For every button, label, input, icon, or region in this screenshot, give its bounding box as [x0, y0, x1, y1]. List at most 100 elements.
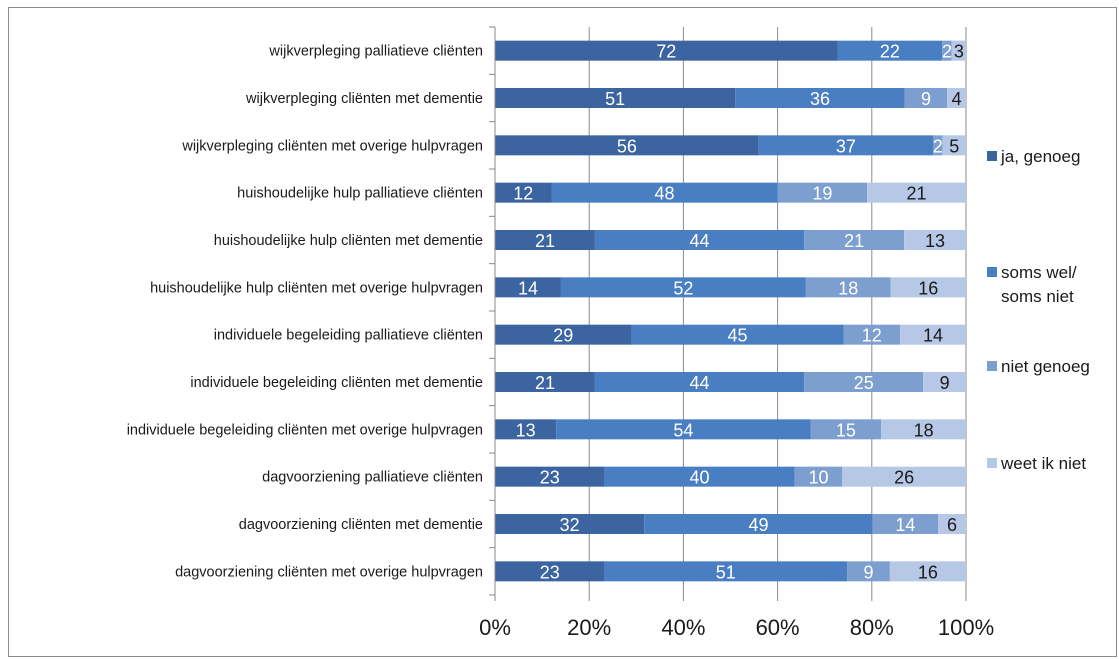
bar-segment: [735, 88, 905, 108]
data-label: 9: [863, 562, 873, 582]
data-label: 48: [655, 184, 675, 204]
axes: [489, 26, 967, 601]
bar-segment: [872, 514, 939, 534]
bar-segment: [842, 466, 966, 487]
bar-segment: [933, 135, 943, 156]
bar-segment: [904, 230, 966, 250]
bar-segment: [495, 88, 736, 108]
bars: [495, 40, 966, 582]
category-label: dagvoorziening cliënten met dementie: [239, 517, 483, 533]
data-label: 22: [880, 42, 900, 62]
data-label: 14: [895, 515, 915, 535]
data-label: 51: [716, 562, 736, 582]
data-label: 29: [553, 326, 573, 346]
bar-segment: [904, 88, 948, 108]
data-label: 14: [923, 326, 943, 346]
x-tick-label: 40%: [661, 615, 705, 640]
legend: ja, genoeg soms wel/soms niet niet genoeg w…: [987, 147, 1090, 473]
data-label: 54: [673, 420, 693, 440]
bar-segment: [794, 466, 843, 487]
data-label: 9: [921, 89, 931, 109]
category-label: wijkverpleging cliënten met dementie: [245, 91, 483, 107]
legend-swatch: [987, 458, 997, 468]
data-label: 12: [513, 184, 533, 204]
category-label: dagvoorziening palliatieve cliënten: [262, 470, 483, 486]
data-label: 16: [918, 562, 938, 582]
bar-segment: [889, 561, 966, 582]
category-label: wijkverpleging palliatieve cliënten: [268, 44, 483, 60]
data-label: 21: [844, 231, 864, 251]
bar-segment: [805, 277, 891, 298]
data-label: 25: [854, 373, 874, 393]
legend-label: weet ik niet: [1000, 454, 1086, 473]
x-tick-label: 100%: [938, 615, 994, 640]
data-label: 44: [690, 373, 710, 393]
bar-segment: [631, 324, 844, 345]
category-label: wijkverpleging cliënten met overige hulp…: [181, 138, 483, 154]
bar-segment: [881, 419, 966, 440]
category-label: huishoudelijke hulp cliënten met overige…: [150, 280, 483, 296]
bar-segment: [495, 277, 561, 298]
bar-segment: [942, 135, 966, 156]
legend-label: soms wel/: [1001, 263, 1077, 282]
data-label: 18: [914, 420, 934, 440]
x-tick-label: 60%: [756, 615, 800, 640]
bar-segment: [495, 561, 605, 582]
bar-segment: [560, 277, 806, 298]
data-label: 12: [862, 326, 882, 346]
bar-segment: [495, 372, 595, 392]
data-label: 21: [535, 231, 555, 251]
bar-segment: [843, 324, 901, 345]
category-label: huishoudelijke hulp cliënten met dementi…: [214, 233, 483, 249]
bar-segment: [604, 561, 848, 582]
chart-frame: 0% 20% 40% 60% 80% 100% 72 22 2 3 wijkverpleging p…: [8, 7, 1117, 657]
bar-segment: [900, 324, 966, 345]
data-label: 13: [516, 420, 536, 440]
data-label: 32: [560, 515, 580, 535]
data-label: 45: [728, 326, 748, 346]
x-tick-label: 0%: [479, 615, 511, 640]
data-label: 4: [952, 89, 962, 109]
bar-segment: [777, 182, 868, 203]
bar-segment: [644, 514, 873, 534]
bar-segment: [495, 135, 759, 156]
legend-label: ja, genoeg: [1000, 147, 1080, 166]
bar-segment: [556, 419, 811, 440]
category-label: dagvoorziening cliënten met overige hulp…: [175, 564, 483, 580]
bar-segment: [804, 372, 924, 392]
data-label: 2: [933, 136, 943, 156]
bar-segment: [947, 88, 966, 108]
data-label: 44: [690, 231, 710, 251]
data-label: 10: [808, 468, 828, 488]
data-label: 21: [535, 373, 555, 393]
category-label: individuele begeleiding cliënten met ove…: [127, 422, 483, 438]
data-label: 13: [925, 231, 945, 251]
data-label: 40: [690, 468, 710, 488]
bar-segment: [804, 230, 905, 250]
data-label: 72: [656, 42, 676, 62]
bar-segment: [951, 40, 966, 61]
bar-segment: [495, 182, 552, 203]
bar-segment: [923, 372, 966, 392]
legend-swatch: [987, 361, 997, 371]
bar-segment: [594, 230, 805, 250]
data-label: 26: [894, 468, 914, 488]
data-label: 15: [836, 420, 856, 440]
legend-label: soms niet: [1001, 287, 1074, 306]
bar-segment: [867, 182, 966, 203]
data-label: 19: [812, 184, 832, 204]
category-label: individuele begeleiding cliënten met dem…: [190, 375, 483, 391]
category-label: huishoudelijke hulp palliatieve cliënten: [237, 186, 483, 202]
bar-segment: [551, 182, 778, 203]
bar-segment: [758, 135, 934, 156]
data-label: 21: [907, 184, 927, 204]
data-label: 52: [673, 278, 693, 298]
x-tick-label: 80%: [850, 615, 894, 640]
legend-label: niet genoeg: [1001, 357, 1090, 376]
data-label: 3: [954, 42, 964, 62]
bar-segment: [495, 230, 595, 250]
data-label: 23: [540, 468, 560, 488]
data-label: 18: [838, 278, 858, 298]
